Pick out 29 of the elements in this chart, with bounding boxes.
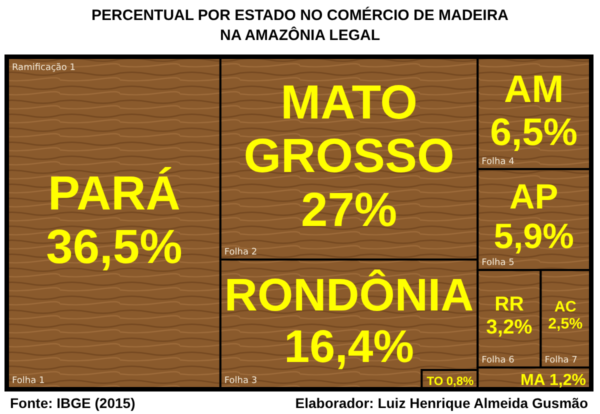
text: Folha 1 (12, 376, 45, 386)
text: Ramificação 1 (12, 63, 76, 73)
text: Folha 4 (482, 157, 515, 168)
text: PERCENTUAL POR ESTADO NO COMÉRCIO DE MADEIRA NA AMAZÔNIA LEGAL (90, 6, 510, 46)
text: Elaborador: Luiz Henrique Almeida Gusmão (295, 395, 588, 411)
data-label: 0,8% (446, 374, 474, 388)
text: Folha 5 (482, 258, 514, 268)
category-label: AM (504, 68, 564, 111)
data-label: 2,5% (548, 316, 584, 333)
data-label: 1,2% (550, 372, 586, 389)
category-label: MATO GROSSO (244, 76, 454, 184)
data-label: 3,2% (486, 316, 532, 338)
category-label: RR (494, 294, 524, 316)
text: Folha 2 (224, 248, 258, 258)
data-label: 36,5% (46, 221, 182, 274)
source-note: Fonte: IBGE (2015) (10, 395, 136, 411)
category-label: PARÁ (48, 166, 180, 220)
category-label: TO (426, 374, 444, 388)
text: Folha 3 (224, 376, 258, 386)
category-label: MA (520, 372, 546, 389)
category-label: RONDÔNIA (224, 268, 474, 321)
data-label: 27% (301, 184, 398, 237)
data-label: 16,4% (284, 320, 414, 372)
text: Folha 6 (482, 355, 515, 366)
data-label: 6,5% (490, 110, 578, 154)
text: Folha 7 (544, 355, 578, 366)
data-label: 5,9% (494, 216, 574, 256)
category-label: AP (509, 178, 558, 217)
category-label: AC (554, 298, 576, 316)
